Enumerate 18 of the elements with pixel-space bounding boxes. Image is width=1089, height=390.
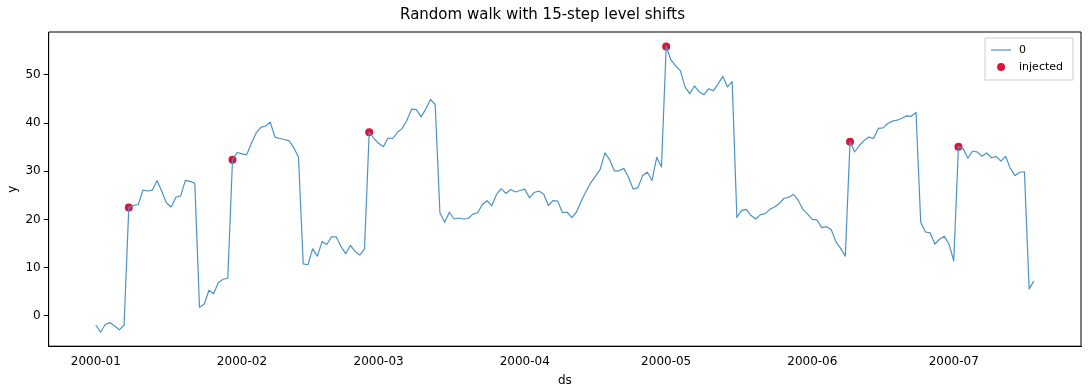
x-tick-label: 2000-03 xyxy=(353,353,404,368)
x-tick-label: 2000-04 xyxy=(499,353,550,368)
x-axis-title: ds xyxy=(557,372,572,387)
x-tick-label: 2000-02 xyxy=(216,353,268,368)
x-tick-label: 2000-01 xyxy=(70,353,121,368)
chart-title: Random walk with 15-step level shifts xyxy=(400,4,686,23)
legend-label: injected xyxy=(1019,59,1064,73)
y-tick-label: 50 xyxy=(25,67,41,82)
x-tick-label: 2000-06 xyxy=(787,353,838,368)
y-tick-label: 0 xyxy=(33,307,41,322)
y-tick-label: 20 xyxy=(25,211,41,226)
legend-label: 0 xyxy=(1019,42,1027,56)
x-tick-label: 2000-05 xyxy=(641,353,692,368)
y-tick-label: 10 xyxy=(25,259,41,274)
x-tick-label: 2000-07 xyxy=(928,353,979,368)
y-axis-title: y xyxy=(5,185,20,193)
y-tick-label: 30 xyxy=(25,163,41,178)
y-tick-label: 40 xyxy=(25,115,41,130)
